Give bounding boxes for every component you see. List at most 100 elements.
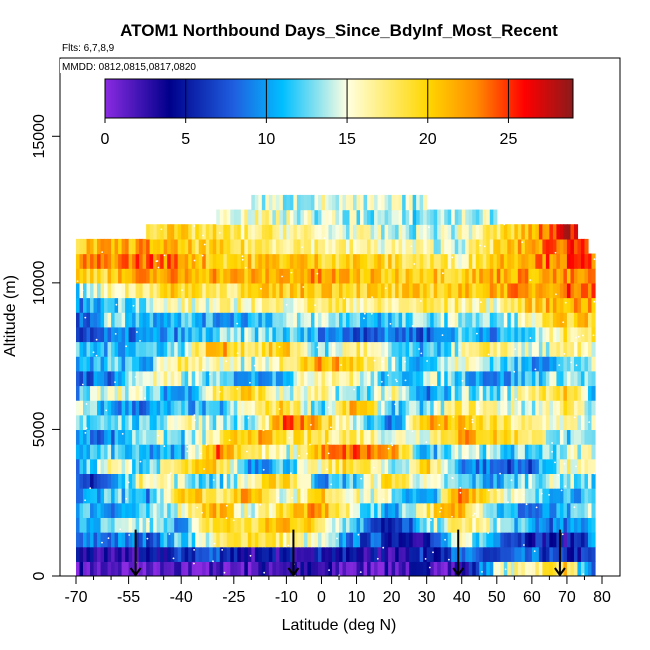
measurement-dot <box>125 497 128 500</box>
heatmap-cell <box>346 224 351 240</box>
heatmap-cell <box>83 502 88 518</box>
heatmap-cell <box>440 209 445 225</box>
heatmap-cell <box>153 502 158 518</box>
heatmap-cell <box>170 370 175 387</box>
heatmap-cell <box>475 356 480 372</box>
heatmap-cell <box>510 385 515 401</box>
heatmap-cell <box>170 458 175 474</box>
heatmap-cell <box>240 253 245 269</box>
heatmap-cell <box>146 458 151 474</box>
heatmap-cell <box>118 341 123 357</box>
measurement-dot <box>336 537 338 540</box>
heatmap-cell <box>195 238 200 255</box>
heatmap-cell <box>549 312 554 328</box>
heatmap-cell <box>258 532 263 548</box>
heatmap-cell <box>377 488 382 504</box>
heatmap-cell <box>93 370 98 387</box>
heatmap-cell <box>398 473 403 489</box>
heatmap-cell <box>286 385 291 401</box>
heatmap-cell <box>258 194 263 211</box>
heatmap-cell <box>177 341 182 357</box>
measurement-dot <box>593 258 596 261</box>
heatmap-cell <box>566 429 572 445</box>
heatmap-cell <box>307 546 312 562</box>
heatmap-cell <box>275 312 280 328</box>
heatmap-cell <box>451 356 456 372</box>
heatmap-cell <box>381 297 386 313</box>
heatmap-cell <box>188 282 193 299</box>
heatmap-cell <box>237 253 242 269</box>
heatmap-cell <box>356 414 361 431</box>
heatmap-cell <box>412 238 417 255</box>
heatmap-cell <box>524 546 529 562</box>
heatmap-cell <box>426 532 431 548</box>
heatmap-cell <box>437 253 442 269</box>
heatmap-cell <box>489 561 494 576</box>
heatmap-cell <box>83 268 88 284</box>
measurement-dot <box>168 533 171 535</box>
measurement-dot <box>218 232 221 234</box>
heatmap-cell <box>472 502 477 518</box>
heatmap-cell <box>86 238 91 255</box>
heatmap-cell <box>198 444 203 460</box>
heatmap-cell <box>149 370 154 387</box>
heatmap-cell <box>437 326 442 343</box>
heatmap-cell <box>135 458 140 474</box>
heatmap-cell <box>447 356 452 372</box>
heatmap-cell <box>398 561 403 576</box>
heatmap-cell <box>265 326 270 343</box>
heatmap-cell <box>489 356 494 372</box>
heatmap-cell <box>331 282 337 299</box>
heatmap-cell <box>510 356 515 372</box>
heatmap-cell <box>584 429 589 445</box>
heatmap-cell <box>454 297 459 313</box>
heatmap-cell <box>205 238 210 255</box>
heatmap-cell <box>251 312 256 328</box>
heatmap-cell <box>430 444 435 460</box>
heatmap-cell <box>177 282 182 299</box>
heatmap-cell <box>286 488 291 504</box>
heatmap-cell <box>121 297 126 313</box>
heatmap-cell <box>146 268 151 284</box>
heatmap-cell <box>237 385 242 401</box>
heatmap-cell <box>419 444 424 460</box>
heatmap-cell <box>160 414 165 431</box>
heatmap-cell <box>79 473 84 489</box>
heatmap-cell <box>545 444 550 460</box>
heatmap-cell <box>465 282 470 299</box>
heatmap-cell <box>125 546 130 562</box>
measurement-dot <box>513 370 516 373</box>
heatmap-cell <box>289 209 295 225</box>
heatmap-cell <box>580 532 586 548</box>
heatmap-cell <box>191 238 196 255</box>
heatmap-cell <box>507 429 512 445</box>
heatmap-cell <box>374 341 379 357</box>
heatmap-cell <box>97 238 102 255</box>
measurement-dot <box>127 481 130 484</box>
heatmap-cell <box>153 356 158 372</box>
heatmap-cell <box>237 209 242 225</box>
heatmap-cell <box>167 312 172 328</box>
heatmap-cell <box>247 326 252 343</box>
heatmap-cell <box>100 502 105 518</box>
heatmap-cell <box>339 561 344 576</box>
heatmap-cell <box>135 268 140 284</box>
heatmap-cell <box>216 400 221 416</box>
heatmap-cell <box>107 546 112 562</box>
heatmap-cell <box>275 209 280 225</box>
heatmap-cell <box>83 429 88 445</box>
heatmap-cell <box>184 473 189 489</box>
heatmap-cell <box>142 532 147 548</box>
heatmap-cell <box>430 414 435 431</box>
heatmap-cell <box>507 400 512 416</box>
heatmap-cell <box>570 429 575 445</box>
heatmap-cell <box>90 400 95 416</box>
heatmap-cell <box>447 326 452 343</box>
heatmap-cell <box>535 414 540 431</box>
heatmap-cell <box>275 532 280 548</box>
heatmap-cell <box>426 282 431 299</box>
measurement-dot <box>396 380 398 383</box>
measurement-dot <box>203 356 206 359</box>
heatmap-cell <box>552 458 558 474</box>
heatmap-cell <box>195 282 200 299</box>
